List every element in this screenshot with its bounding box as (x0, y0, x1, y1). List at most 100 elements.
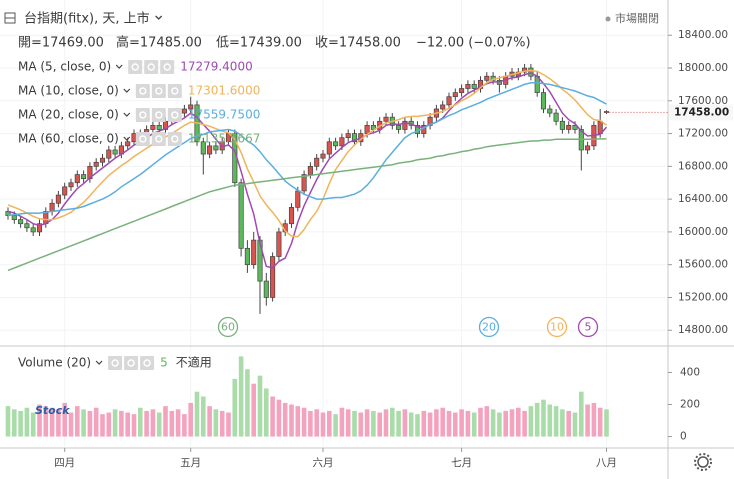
volume-bar (5, 406, 11, 437)
gear-ring (697, 456, 709, 468)
volume-bar (175, 409, 181, 437)
legend-button-icon (139, 135, 147, 143)
candle-body (307, 166, 313, 175)
volume-bar (270, 396, 275, 437)
candle-body (49, 202, 55, 212)
legend-button[interactable] (135, 84, 150, 98)
volume-bar (314, 409, 319, 437)
volume-bar (579, 391, 584, 437)
candle-body (471, 84, 477, 89)
legend-chevron[interactable] (115, 64, 123, 69)
symbol-chevron[interactable] (155, 15, 163, 20)
candle-body (244, 247, 250, 266)
open-readout: 開=17469.00 (18, 36, 104, 51)
legend-button[interactable] (124, 356, 139, 370)
candle-body (585, 145, 591, 151)
legend-button[interactable] (160, 60, 175, 74)
market-status: 市場關閉 (615, 11, 659, 25)
candle-body (74, 174, 80, 184)
volume-bar (478, 407, 483, 437)
volume-bar (188, 402, 193, 437)
candle-body (559, 120, 565, 130)
volume-bar (572, 412, 578, 437)
candle-body (181, 108, 187, 114)
candle-body (11, 215, 17, 220)
legend-button[interactable] (151, 132, 166, 146)
ma-line (7, 69, 607, 238)
legend-button[interactable] (167, 108, 182, 122)
volume-bar (352, 410, 357, 437)
ma-marker (577, 316, 599, 338)
legend-readout: 17301.6000 (188, 84, 261, 98)
candle-body (440, 104, 446, 110)
legend-chevron[interactable] (123, 136, 131, 141)
volume-bar (156, 412, 162, 437)
legend-chevron[interactable] (123, 88, 131, 93)
legend-button[interactable] (167, 132, 182, 146)
volume-bar (459, 409, 464, 437)
volume-bar (238, 356, 244, 437)
candle-body (364, 125, 370, 134)
legend-button-icon (139, 87, 147, 95)
volume-bar (522, 410, 527, 437)
legend-button[interactable] (135, 132, 150, 146)
candle-body (30, 227, 36, 233)
legend-button[interactable] (151, 108, 166, 122)
legend-button[interactable] (135, 108, 150, 122)
y-tick-label: 16000.00 (678, 226, 728, 238)
candle-body (106, 149, 112, 159)
volume-tick-label: 400 (680, 366, 700, 378)
ma-line (7, 82, 607, 217)
volume-bar (138, 407, 143, 437)
volume-bar (371, 410, 376, 437)
volume-bar (345, 409, 351, 437)
legend-button[interactable] (144, 60, 159, 74)
candle-body (547, 108, 553, 114)
legend-button-icon (111, 359, 119, 367)
legend-chevron[interactable] (123, 112, 131, 117)
candle-body (112, 149, 118, 155)
volume-bar (509, 409, 515, 437)
settings-gear[interactable] (694, 453, 712, 471)
volume-bar (219, 410, 225, 437)
watermark: Stock (35, 404, 70, 417)
grid (0, 0, 668, 447)
symbol-title[interactable]: 台指期(fitx), 天, 上市 (24, 11, 150, 27)
legend-button[interactable] (167, 84, 182, 98)
legend-chevron[interactable] (95, 360, 103, 365)
gear-teeth (694, 453, 712, 471)
volume-bar (541, 399, 546, 437)
legend-button[interactable] (128, 60, 143, 74)
volume-bar (358, 412, 364, 437)
volume-bar (56, 409, 61, 437)
volume-bar (446, 410, 452, 437)
volume-bar (301, 407, 307, 437)
volume-bar (62, 402, 67, 437)
change-readout: −12.00 (−0.07%) (416, 36, 531, 51)
legend-button-icon (155, 111, 163, 119)
volume-bar (30, 412, 36, 437)
volume-bar (465, 410, 471, 437)
volume-bar (144, 410, 149, 437)
ma-line (7, 72, 608, 269)
volume-bar (440, 407, 445, 437)
legend-entry: MA (5, close, 0) (18, 60, 111, 74)
volume-bar (93, 407, 99, 437)
volume-bar (490, 409, 496, 437)
y-tick-label: 16400.00 (678, 193, 728, 205)
volume-bar (408, 412, 414, 437)
candle-body (295, 190, 301, 208)
legend-button[interactable] (140, 356, 155, 370)
legend-button[interactable] (151, 84, 166, 98)
candle-body (125, 141, 131, 147)
legend-readout: 17279.4000 (180, 60, 253, 74)
volume-bar (339, 407, 345, 437)
candle-body (55, 194, 61, 204)
volume-bar (18, 410, 23, 437)
legend-entry: MA (20, close, 0) (18, 108, 119, 122)
volume-bar (434, 409, 439, 437)
volume-tick-label: 200 (680, 399, 700, 411)
legend-button[interactable] (108, 356, 123, 370)
volume-bar (471, 412, 477, 437)
y-tick-label: 15200.00 (678, 291, 728, 303)
